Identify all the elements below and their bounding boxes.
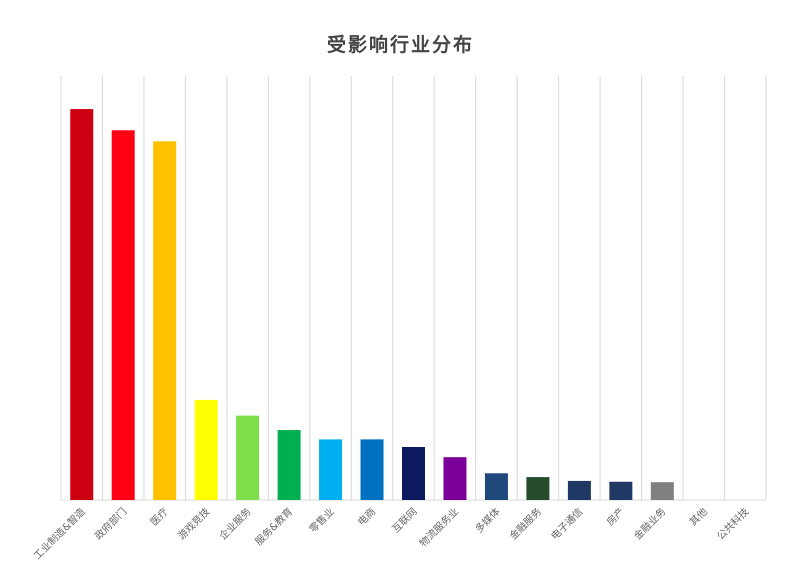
labels-layer: 工业制造&智造 政府部门 医疗 游戏竞技 企业服务 服务&教育 零售业 电商 互联网物流服务业多… [31,505,752,562]
bar [526,477,550,500]
x-tick-label: 服务&教育 [252,505,295,548]
x-tick-label: 游戏竞技 [175,505,212,542]
bar [567,480,591,500]
x-tick-label: 物流服务业 [417,505,462,550]
bar [194,399,218,500]
x-tick-label: 公共科技 [714,505,751,542]
bar [319,439,343,500]
x-tick-label: 电商 [355,505,378,528]
x-tick-label: 多媒体 [472,505,502,535]
x-tick-label: 其他 [687,505,710,528]
bar [70,109,94,501]
bar [360,439,384,500]
bar [650,482,674,500]
x-tick-label: 医疗 [147,505,170,528]
chart-title: 受影响行业分布 [326,34,474,56]
bars-layer [70,109,674,501]
x-tick-label: 互联网 [390,506,420,536]
bar [153,141,177,500]
x-tick-label: 金融服务 [507,505,544,542]
bar [402,447,425,500]
x-tick-label: 政府部门 [92,505,129,542]
bar [484,473,508,500]
x-tick-label: 房产 [604,505,627,528]
bar [277,430,301,500]
x-tick-label: 企业服务 [216,505,253,542]
x-tick-label: 电子通信 [548,505,585,542]
bar [111,130,135,500]
bar [609,481,633,500]
bar [236,415,260,500]
x-tick-label: 金融业务 [631,505,668,542]
x-tick-label: 零售业 [306,505,336,535]
bar [443,457,467,500]
x-tick-label: 工业制造&智造 [31,505,88,562]
